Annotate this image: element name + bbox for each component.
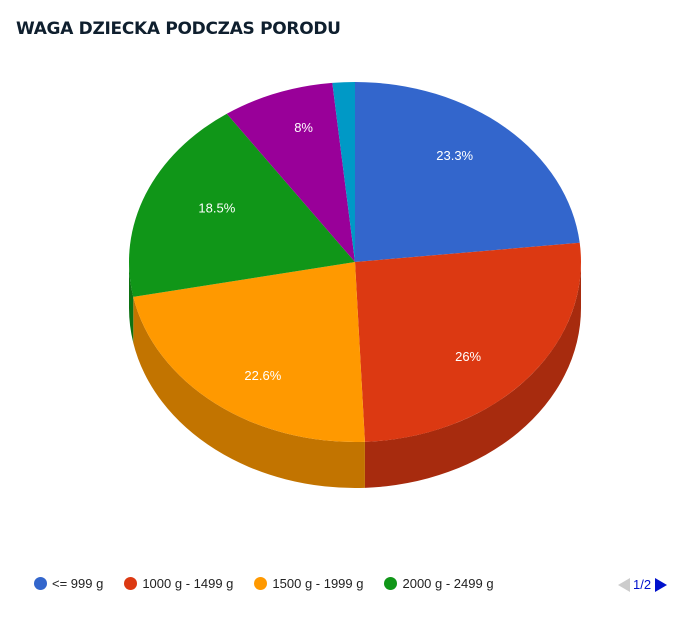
pie-slice[interactable] <box>332 82 355 262</box>
pie-data-label: 23.3% <box>436 148 473 163</box>
pie-side-walls <box>129 262 581 488</box>
pie-slice-side <box>133 296 365 488</box>
legend-label: 1000 g - 1499 g <box>142 576 234 591</box>
legend-pager: 1/2 <box>618 577 668 592</box>
pie-data-label: 18.5% <box>198 201 235 216</box>
pie-top <box>129 82 582 443</box>
legend-item[interactable]: 2000 g - 2499 g <box>384 576 494 591</box>
pie-slice[interactable] <box>355 82 580 262</box>
pie-data-labels: 23.3% 26% 22.6% 18.5% 8% <box>198 120 481 383</box>
pie-data-label: 22.6% <box>244 368 281 383</box>
pie-slice[interactable] <box>133 262 365 443</box>
legend-item[interactable]: <= 999 g <box>34 576 103 591</box>
legend-label: 1500 g - 1999 g <box>272 576 364 591</box>
pie-data-label: 8% <box>294 120 313 135</box>
pie-data-label: 26% <box>455 349 481 364</box>
pie-chart: 23.3% 26% 22.6% 18.5% 8% <box>129 82 582 488</box>
pie-slice-side <box>129 262 134 343</box>
next-page-arrow-icon[interactable] <box>655 577 668 592</box>
legend-color-dot <box>34 577 47 590</box>
legend-label: <= 999 g <box>52 576 104 591</box>
legend-page-indicator: 1/2 <box>633 577 652 592</box>
chart-title: WAGA DZIECKA PODCZAS PORODU <box>16 19 341 39</box>
pie-slice[interactable] <box>355 242 582 442</box>
legend-color-dot <box>254 577 268 590</box>
legend-label: 2000 g - 2499 g <box>402 576 494 591</box>
legend-color-dot <box>124 577 138 590</box>
legend-item[interactable]: 1500 g - 1999 g <box>254 576 363 591</box>
pie-slice[interactable] <box>226 82 355 262</box>
legend-color-dot <box>384 577 398 590</box>
pie-slice-side <box>364 262 581 488</box>
chart-legend: <= 999 g 1000 g - 1499 g 1500 g - 1999 g… <box>34 576 515 591</box>
pie-slice[interactable] <box>129 113 355 297</box>
legend-item[interactable]: 1000 g - 1499 g <box>124 576 233 591</box>
previous-page-arrow-icon[interactable] <box>618 577 630 592</box>
